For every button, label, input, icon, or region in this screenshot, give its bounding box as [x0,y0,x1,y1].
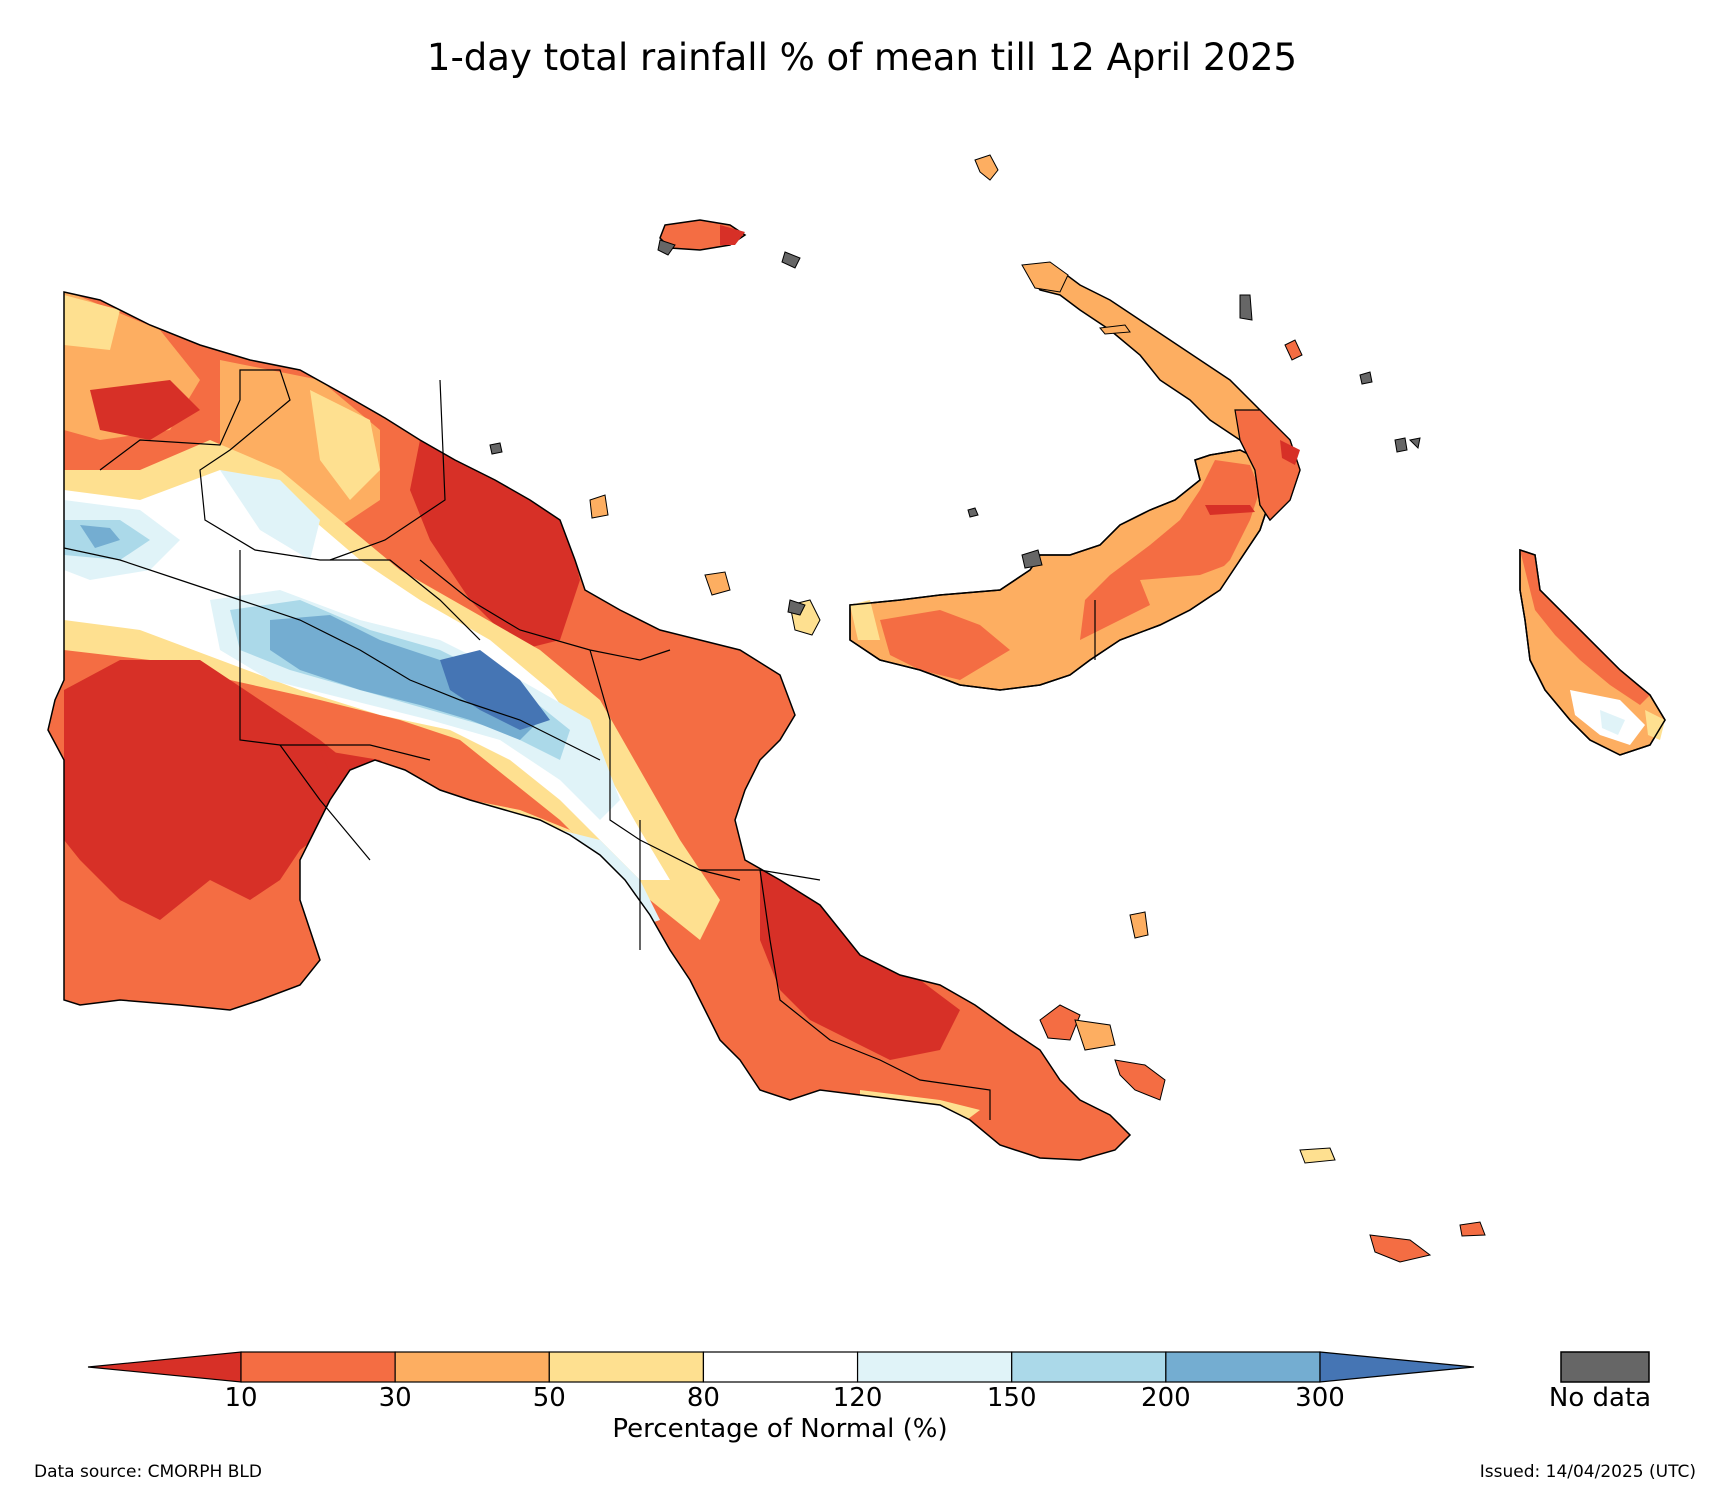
new-britain [849,449,1281,691]
colorbar-bin [240,1351,396,1383]
colorbar-bin-high [1319,1351,1475,1383]
colorbar-tick-label: 50 [532,1383,566,1413]
data-source: Data source: CMORPH BLD [34,1462,262,1482]
colorbar-tick-label: 150 [986,1383,1037,1413]
colorbar-tick-label: 200 [1141,1383,1191,1413]
colorbar-tick-label: 80 [686,1383,720,1413]
colorbar-tick-label: 300 [1295,1383,1345,1413]
no-data-swatch [1560,1351,1650,1383]
colorbar-bin [548,1351,705,1383]
no-data-label: No data [1548,1383,1652,1413]
new-ireland [1028,269,1301,522]
province-boundaries [63,369,991,1120]
manus-island [657,219,801,269]
mainland-new-guinea [48,292,1130,1160]
colorbar-bin [1165,1351,1321,1383]
map-title: 1-day total rainfall % of mean till 12 A… [426,36,1298,79]
mainland-coastline [47,291,1132,1161]
colorbar-bin [1011,1351,1167,1383]
colorbar-label: Percentage of Normal (%) [612,1414,948,1444]
colorbar-bin [856,1351,1013,1383]
colorbar-bin [702,1351,859,1383]
colorbar-tick-label: 10 [224,1383,258,1413]
colorbar-bin [394,1351,550,1383]
bougainville [1519,548,1666,756]
colorbar-tick-label: 30 [378,1383,412,1413]
colorbar-bin-low [87,1351,242,1383]
colorbar-tick-label: 120 [832,1383,883,1413]
issued-date: Issued: 14/04/2025 (UTC) [1479,1462,1696,1482]
rainfall-map [47,154,1666,1263]
small-islands [489,154,1486,1263]
